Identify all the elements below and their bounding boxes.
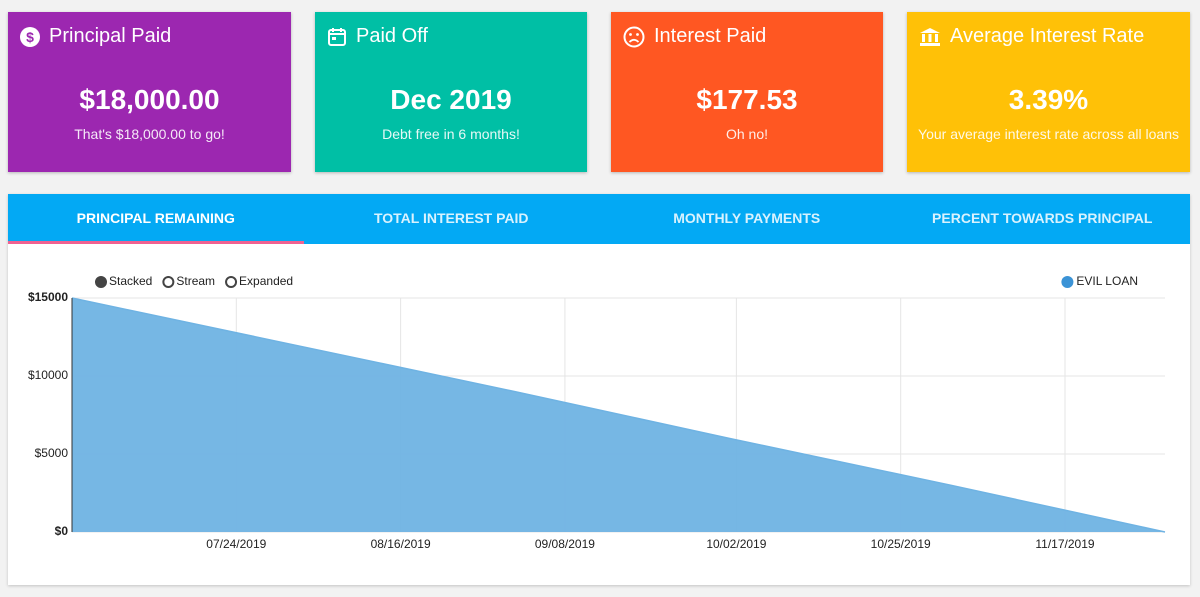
card-title: Principal Paid [49,25,172,47]
tab[interactable]: MONTHLY PAYMENTS [673,210,821,226]
x-tick-label: 09/08/2019 [535,537,595,551]
x-tick-label: 07/24/2019 [206,537,266,551]
y-tick-label: $0 [55,524,69,538]
mode-toggle[interactable] [162,276,175,288]
card-subtitle: Oh no! [725,126,769,142]
card: Average Interest Rate 3.39% Your average… [907,12,1190,172]
card-title: Paid Off [356,25,428,47]
mode-label[interactable]: Expanded [239,274,293,288]
icon [328,27,346,46]
tab[interactable]: TOTAL INTEREST PAID [373,210,529,226]
tab[interactable]: PRINCIPAL REMAINING [8,194,304,244]
y-tick-label: $15000 [28,290,68,304]
icon: $ [20,26,40,47]
card-title: Interest Paid [654,25,767,47]
mode-toggle[interactable] [225,276,238,288]
x-tick-label: 10/25/2019 [871,537,931,551]
legend-swatch[interactable] [1061,276,1074,288]
icon [920,27,940,46]
chart: $0 $5000 $10000 $15000 07/24/2019 08/16/2019 0… [28,274,1166,551]
card-subtitle: Debt free in 6 months! [382,126,520,142]
card-value: $18,000.00 [79,84,220,115]
card-value: $177.53 [696,84,798,115]
card-value: Dec 2019 [390,84,512,115]
mode-label[interactable]: Stream [176,274,215,288]
card-value: 3.39% [1008,84,1089,115]
card-title: Average Interest Rate [950,25,1145,47]
tab[interactable]: PERCENT TOWARDS PRINCIPAL [932,210,1153,226]
legend-label[interactable]: EVIL LOAN [1076,274,1138,288]
icon [623,26,645,47]
card: Interest Paid $177.53 Oh no! [611,12,883,172]
y-tick-label: $10000 [28,368,68,382]
svg-text:$: $ [26,29,34,45]
area-line [71,297,1166,533]
card: Paid Off Dec 2019 Debt free in 6 months! [315,12,587,172]
chart-panel: PRINCIPAL REMAINING TOTAL INTEREST PAID MO… [8,194,1190,585]
x-tick-label: 08/16/2019 [371,537,431,551]
mode-label[interactable]: Stacked [109,274,152,288]
x-tick-label: 10/02/2019 [706,537,766,551]
x-tick-label: 11/17/2019 [1035,537,1094,551]
y-tick-label: $5000 [35,446,69,460]
card-subtitle: That's $18,000.00 to go! [74,126,225,142]
card: $ Principal Paid $18,000.00 That's $18,00… [8,12,291,172]
card-subtitle: Your average interest rate across all lo… [918,126,1179,142]
mode-toggle[interactable] [95,276,107,288]
tab-bar: PRINCIPAL REMAINING TOTAL INTEREST PAID MO… [8,194,1190,244]
